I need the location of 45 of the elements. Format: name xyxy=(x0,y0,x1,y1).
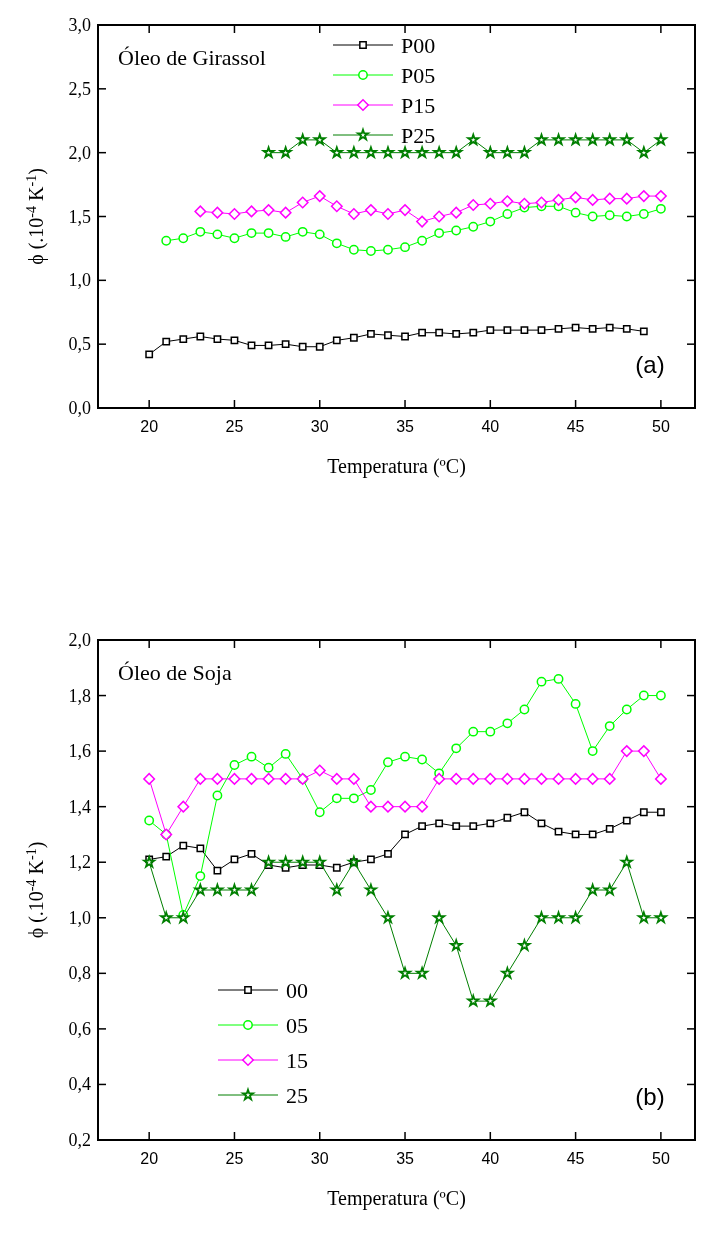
legend-label: 25 xyxy=(286,1083,308,1108)
legend-label: P00 xyxy=(401,33,436,58)
legend-label: P05 xyxy=(401,63,436,88)
y-tick-label: 0,6 xyxy=(68,1018,91,1039)
x-tick-label: 20 xyxy=(140,1150,159,1167)
x-tick-label: 45 xyxy=(566,418,585,435)
annotation: Óleo de Girassol xyxy=(118,45,266,70)
x-tick-label: 50 xyxy=(651,418,670,435)
x-tick-label: 20 xyxy=(140,418,159,435)
x-tick-label: 30 xyxy=(310,418,329,435)
annotation: (a) xyxy=(635,351,665,378)
y-tick-label: 0,2 xyxy=(68,1130,91,1150)
y-tick-label: 1,5 xyxy=(68,206,91,227)
y-tick-label: 0,8 xyxy=(68,963,91,984)
annotation: (b) xyxy=(635,1083,665,1110)
x-tick-label: 35 xyxy=(396,418,415,435)
x-tick-label: 40 xyxy=(481,1150,500,1167)
x-tick-label: 50 xyxy=(651,1150,670,1167)
x-tick-label: 30 xyxy=(310,1150,329,1167)
y-tick-label: 1,8 xyxy=(68,685,91,706)
x-tick-label: 40 xyxy=(481,418,500,435)
legend-label: P25 xyxy=(401,123,436,148)
annotation: Óleo de Soja xyxy=(118,660,232,685)
y-tick-label: 0,4 xyxy=(68,1074,91,1095)
legend-label: 00 xyxy=(286,978,308,1003)
y-tick-label: 1,2 xyxy=(68,852,91,873)
legend-label: 15 xyxy=(286,1048,308,1073)
legend-label: 05 xyxy=(286,1013,308,1038)
x-axis-title: Temperatura (ºC) xyxy=(327,1187,466,1210)
y-tick-label: 3,0 xyxy=(68,15,91,35)
y-tick-label: 2,0 xyxy=(68,142,91,163)
y-tick-label: 0,0 xyxy=(68,398,91,418)
x-tick-label: 45 xyxy=(566,1150,585,1167)
legend-label: P15 xyxy=(401,93,436,118)
x-tick-label: 35 xyxy=(396,1150,415,1167)
x-tick-label: 25 xyxy=(225,418,244,435)
y-tick-label: 2,5 xyxy=(68,78,91,99)
x-tick-label: 25 xyxy=(225,1150,244,1167)
y-tick-label: 1,0 xyxy=(68,270,91,291)
y-tick-label: 1,0 xyxy=(68,907,91,928)
x-axis-title: Temperatura (ºC) xyxy=(327,455,466,478)
y-tick-label: 1,6 xyxy=(68,741,91,762)
y-tick-label: 1,4 xyxy=(68,796,91,817)
y-tick-label: 0,5 xyxy=(68,334,91,355)
y-tick-label: 2,0 xyxy=(68,630,91,650)
